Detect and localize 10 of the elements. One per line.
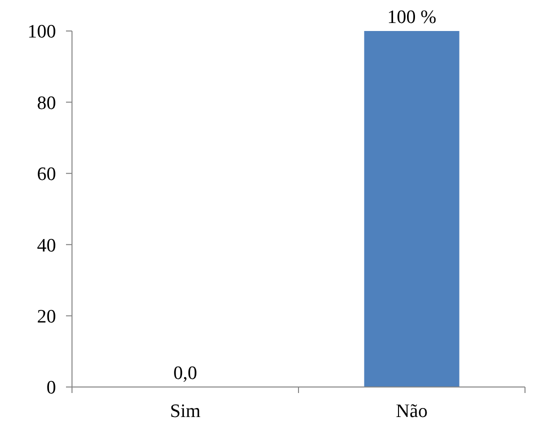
y-tick-label: 80 (37, 92, 56, 114)
data-label: 100 % (387, 7, 436, 28)
y-tick-label: 20 (37, 306, 56, 328)
x-tick-label: Não (396, 401, 428, 422)
y-tick-label: 40 (37, 235, 56, 256)
y-tick-label: 0 (46, 378, 56, 399)
y-tick-label: 100 (28, 22, 56, 43)
x-tick-label: Sim (170, 401, 201, 422)
data-label: 0,0 (173, 363, 198, 384)
y-tick-label: 60 (37, 164, 56, 186)
